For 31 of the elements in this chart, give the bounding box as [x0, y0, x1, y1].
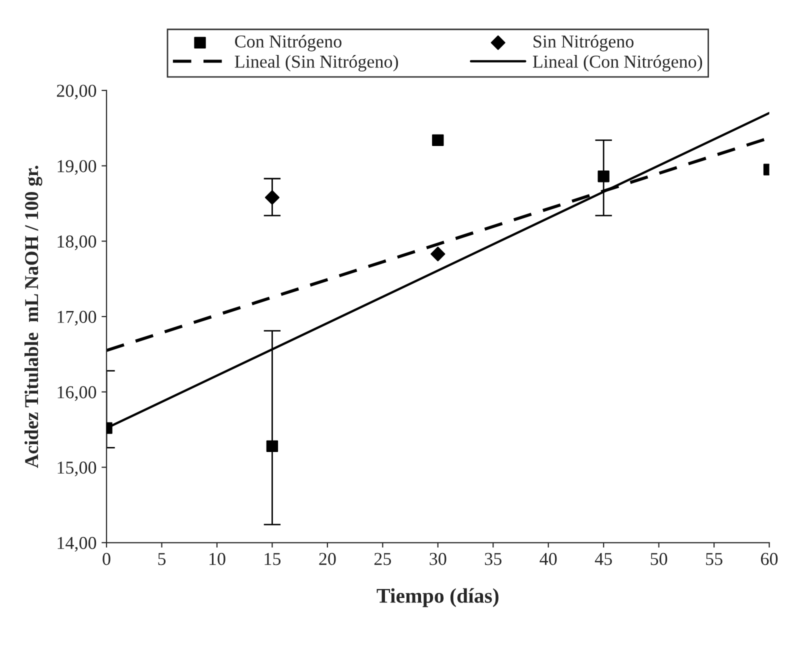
x-tick-label: 25	[374, 552, 391, 566]
y-tick-label: 14,00	[58, 536, 96, 552]
y-tick-label: 19,00	[58, 160, 96, 175]
y-tick-label: 15,00	[58, 462, 96, 476]
point	[430, 246, 446, 262]
x-tick-label: 45	[594, 553, 612, 566]
x-tick-label: 10	[210, 552, 226, 566]
x-tick-label: 55	[706, 553, 722, 566]
x-tick-label: 30	[430, 552, 446, 566]
x-tick-label: 60	[761, 552, 778, 566]
x-tick-label: 50	[650, 552, 668, 566]
x-axis-title: Tiempo (días)	[376, 588, 498, 608]
y-tick-label: 20,00	[56, 84, 96, 100]
y-tick-label: 18,00	[58, 235, 96, 250]
legend-label: Con Nitrógeno	[235, 34, 342, 52]
point	[264, 190, 280, 205]
x-tick-label: 5	[158, 553, 166, 566]
y-axis-title: Acidez Titulable mL NaOH / 100 gr.	[24, 166, 42, 468]
point	[432, 134, 444, 146]
x-tick-label: 0	[102, 552, 110, 566]
legend-label: Sin Nitrógeno	[534, 34, 634, 52]
x-tick-label: 15	[264, 552, 281, 566]
x-tick-label: 20	[319, 552, 336, 566]
x-tick-label: 35	[484, 552, 502, 566]
point	[598, 170, 610, 182]
y-tick-label: 17,00	[58, 310, 96, 326]
legend-label: Lineal (Con Nitrógeno)	[532, 55, 702, 72]
legend-label: Lineal (Sin Nitrógeno)	[234, 55, 398, 72]
y-tick-label: 16,00	[58, 386, 96, 401]
point	[266, 440, 278, 452]
x-tick-label: 40	[540, 552, 557, 566]
